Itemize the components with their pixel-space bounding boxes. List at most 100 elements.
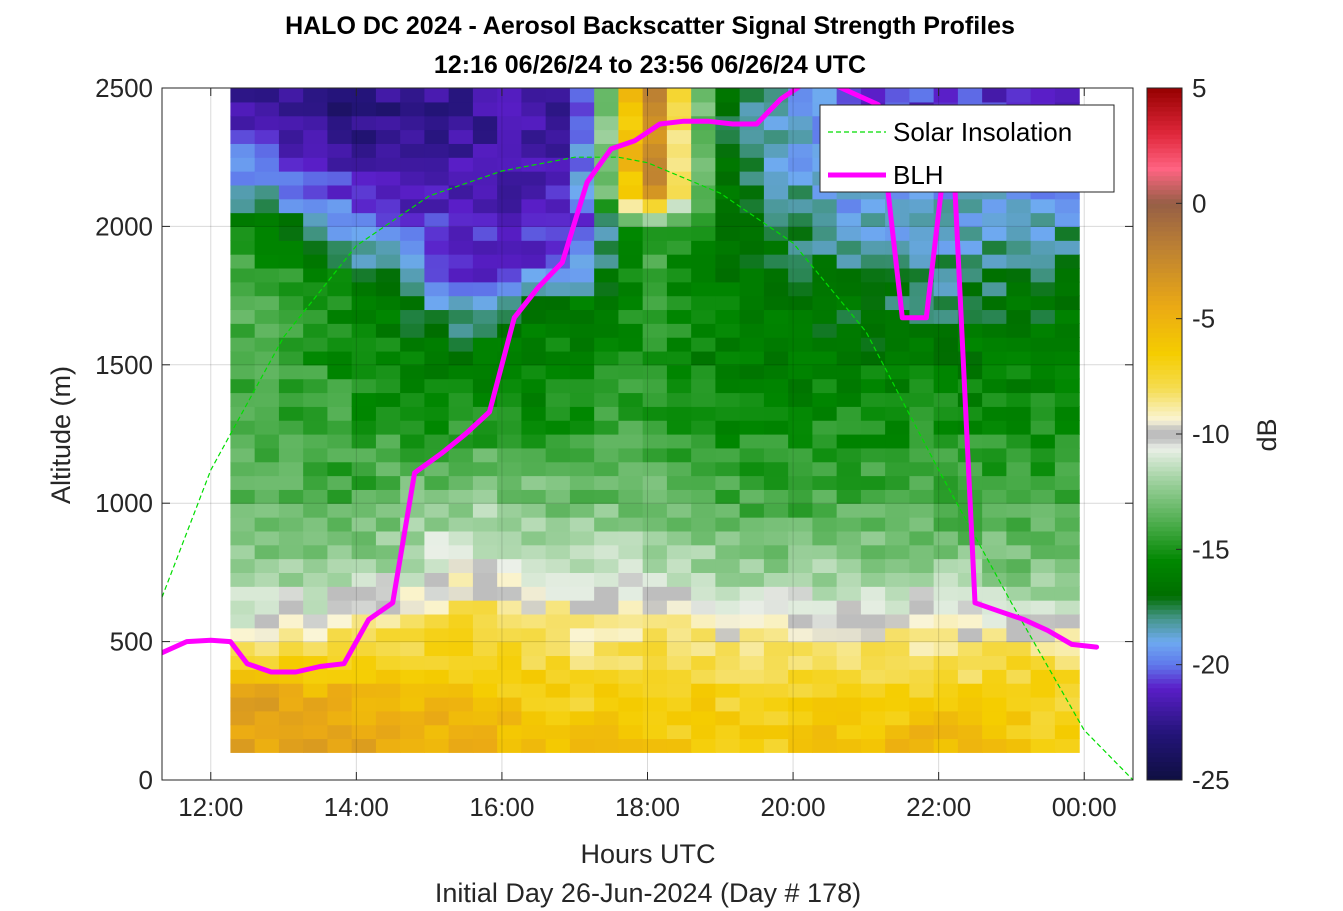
- heatmap-cell: [472, 669, 498, 684]
- heatmap-cell: [618, 143, 644, 158]
- heatmap-cell: [424, 420, 450, 435]
- heatmap-cell: [836, 447, 862, 463]
- heatmap-cell: [497, 157, 523, 172]
- heatmap-cell: [303, 738, 329, 753]
- plot-area: 12:00 14:00 16:00 18:00 20:00 22:00 00:0005001…: [95, 73, 1134, 822]
- colorbar-segment: [1147, 286, 1182, 292]
- heatmap-cell: [230, 710, 256, 726]
- heatmap-cell: [933, 669, 959, 684]
- heatmap-cell: [1006, 655, 1032, 670]
- heatmap-cell: [618, 503, 644, 518]
- heatmap-cell: [1006, 420, 1032, 435]
- heatmap-cell: [278, 212, 304, 227]
- heatmap-cell: [642, 613, 668, 629]
- heatmap-cell: [1030, 406, 1056, 421]
- heatmap-cell: [497, 447, 523, 463]
- axes: 12:00 14:00 16:00 18:00 20:00 22:00 00:0005001…: [95, 73, 1134, 822]
- heatmap-cell: [909, 724, 935, 740]
- heatmap-cell: [327, 586, 353, 601]
- heatmap-cell: [327, 337, 353, 352]
- heatmap-cell: [497, 613, 523, 629]
- heatmap-cell: [812, 254, 838, 269]
- heatmap-cell: [1030, 544, 1056, 560]
- series-lines: [161, 88, 1134, 781]
- heatmap-cell: [594, 530, 620, 546]
- solar-insolation-line: [161, 156, 1134, 781]
- heatmap-cell: [400, 434, 426, 449]
- heatmap-cell: [303, 503, 329, 518]
- heatmap-cell: [836, 267, 862, 283]
- heatmap-cell: [521, 420, 547, 435]
- heatmap-cell: [327, 447, 353, 463]
- heatmap-cell: [933, 461, 959, 477]
- heatmap-cell: [860, 572, 886, 587]
- colorbar-segment: [1147, 466, 1182, 472]
- heatmap-cell: [351, 392, 377, 407]
- heatmap-cell: [788, 738, 813, 753]
- heatmap-cell: [303, 226, 329, 241]
- colorbar-segment: [1147, 521, 1182, 527]
- heatmap-cell: [351, 226, 377, 241]
- heatmap-cell: [860, 212, 886, 227]
- x-tick-label: 14:00: [324, 792, 389, 822]
- heatmap-cell: [763, 627, 789, 643]
- heatmap-cell: [885, 420, 910, 435]
- heatmap-cell: [497, 184, 523, 200]
- heatmap-cell: [739, 212, 765, 227]
- colorbar-segment: [1147, 600, 1182, 606]
- heatmap-cell: [691, 392, 716, 407]
- heatmap-cell: [448, 503, 474, 518]
- heatmap-cell: [400, 350, 426, 366]
- heatmap-cell: [909, 447, 935, 463]
- heatmap-cell: [739, 517, 765, 532]
- heatmap-cell: [497, 226, 523, 241]
- heatmap-cell: [1054, 683, 1080, 698]
- colorbar-segment: [1147, 567, 1182, 573]
- heatmap-cell: [472, 489, 498, 504]
- heatmap-cell: [885, 350, 910, 366]
- colorbar-segment: [1147, 678, 1182, 684]
- heatmap-cell: [957, 267, 983, 283]
- heatmap-cell: [448, 641, 474, 657]
- heatmap-cell: [472, 240, 498, 255]
- heatmap-cell: [763, 447, 789, 463]
- heatmap-cell: [982, 392, 1007, 407]
- heatmap-cell: [448, 683, 474, 698]
- heatmap-cell: [230, 503, 256, 518]
- heatmap-cell: [472, 143, 498, 158]
- heatmap-cell: [1006, 212, 1032, 227]
- heatmap-cell: [424, 267, 450, 283]
- colorbar-segment: [1147, 503, 1182, 509]
- heatmap-cell: [691, 613, 716, 629]
- heatmap-cell: [569, 254, 595, 269]
- heatmap-cell: [278, 530, 304, 546]
- heatmap-cell: [327, 710, 353, 726]
- heatmap-cell: [763, 572, 789, 587]
- heatmap-cell: [472, 157, 498, 172]
- heatmap-cell: [497, 544, 523, 560]
- heatmap-cell: [545, 655, 571, 670]
- heatmap-cell: [642, 738, 668, 753]
- heatmap-cell: [351, 364, 377, 380]
- heatmap-cell: [860, 240, 886, 255]
- heatmap-cell: [448, 129, 474, 144]
- heatmap-cell: [1006, 475, 1032, 490]
- heatmap-cell: [860, 226, 886, 241]
- heatmap-cell: [836, 337, 862, 352]
- heatmap-cell: [594, 447, 620, 463]
- heatmap-cell: [1054, 378, 1080, 394]
- heatmap-cell: [1006, 489, 1032, 504]
- heatmap-cell: [836, 420, 862, 435]
- heatmap-cell: [472, 295, 498, 311]
- heatmap-cell: [1030, 198, 1056, 214]
- heatmap-cell: [763, 738, 789, 753]
- heatmap-cell: [521, 101, 547, 117]
- heatmap-cell: [666, 461, 692, 477]
- heatmap-cell: [521, 226, 547, 241]
- heatmap-cell: [254, 572, 280, 587]
- heatmap-cell: [982, 738, 1007, 753]
- colorbar-segment: [1147, 720, 1182, 726]
- heatmap-cell: [545, 696, 571, 712]
- heatmap-cell: [521, 323, 547, 338]
- heatmap-cell: [254, 503, 280, 518]
